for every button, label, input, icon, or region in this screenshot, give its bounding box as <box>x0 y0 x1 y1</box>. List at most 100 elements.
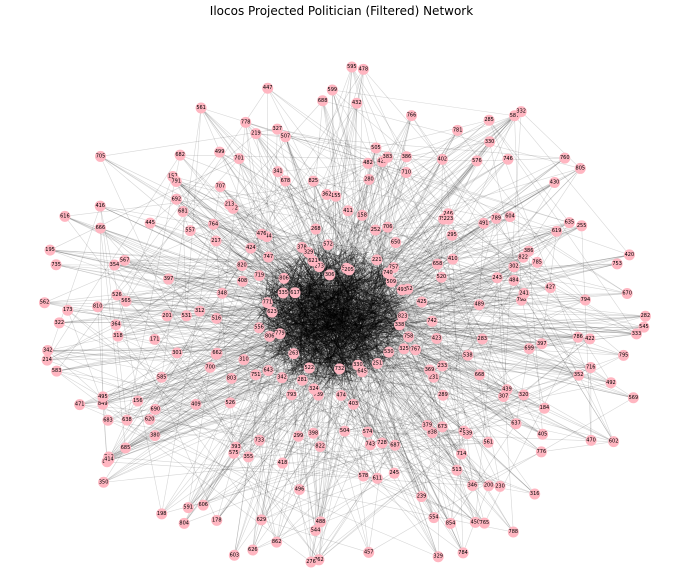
graph-node[interactable]: 282 <box>639 310 651 322</box>
graph-node[interactable]: 424 <box>245 242 257 254</box>
graph-node[interactable]: 806 <box>264 330 276 342</box>
graph-node[interactable]: 765 <box>478 517 490 529</box>
graph-node[interactable]: 310 <box>238 354 250 366</box>
graph-node[interactable]: 650 <box>390 237 402 249</box>
graph-node[interactable]: 732 <box>333 363 345 375</box>
graph-node[interactable]: 719 <box>253 270 265 282</box>
graph-node[interactable]: 522 <box>303 362 315 374</box>
graph-node[interactable]: 499 <box>214 146 226 158</box>
graph-node[interactable]: 591 <box>182 502 194 514</box>
graph-node[interactable]: 716 <box>585 362 597 374</box>
graph-node[interactable]: 638 <box>121 414 133 426</box>
graph-node[interactable]: 414 <box>103 454 115 466</box>
graph-node[interactable]: 230 <box>494 480 506 492</box>
graph-node[interactable]: 862 <box>271 536 283 548</box>
graph-node[interactable]: 252 <box>370 224 382 236</box>
graph-node[interactable]: 810 <box>92 301 104 313</box>
graph-node[interactable]: 658 <box>432 258 444 270</box>
graph-node[interactable]: 779 <box>274 328 286 340</box>
graph-node[interactable]: 635 <box>563 217 575 229</box>
graph-node[interactable]: 688 <box>317 95 329 107</box>
graph-node[interactable]: 556 <box>253 322 265 334</box>
graph-node[interactable]: 383 <box>381 151 393 163</box>
graph-node[interactable]: 184 <box>538 402 550 414</box>
graph-node[interactable]: 621 <box>307 255 319 267</box>
graph-node[interactable]: 793 <box>286 389 298 401</box>
graph-node[interactable]: 379 <box>421 419 433 431</box>
graph-node[interactable]: 301 <box>171 347 183 359</box>
graph-node[interactable]: 611 <box>371 472 383 484</box>
graph-node[interactable]: 492 <box>605 377 617 389</box>
graph-node[interactable]: 602 <box>608 436 620 448</box>
graph-node[interactable]: 822 <box>314 440 326 452</box>
graph-node[interactable]: 575 <box>228 447 240 459</box>
graph-node[interactable]: 299 <box>292 430 304 442</box>
graph-node[interactable]: 268 <box>310 223 322 235</box>
graph-node[interactable]: 354 <box>108 259 120 271</box>
graph-node[interactable]: 620 <box>144 414 156 426</box>
graph-node[interactable]: 341 <box>272 166 284 178</box>
graph-node[interactable]: 409 <box>190 398 202 410</box>
graph-node[interactable]: 338 <box>393 319 405 331</box>
graph-node[interactable]: 700 <box>204 361 216 373</box>
graph-node[interactable]: 578 <box>357 470 369 482</box>
graph-node[interactable]: 530 <box>383 346 395 358</box>
graph-node[interactable]: 767 <box>410 344 422 356</box>
graph-node[interactable]: 673 <box>436 421 448 433</box>
graph-node[interactable]: 476 <box>256 228 268 240</box>
graph-node[interactable]: 784 <box>457 547 469 559</box>
graph-node[interactable]: 733 <box>253 434 265 446</box>
graph-node[interactable]: 178 <box>211 514 223 526</box>
graph-node[interactable]: 322 <box>53 317 65 329</box>
graph-node[interactable]: 707 <box>214 180 226 192</box>
graph-node[interactable]: 617 <box>289 287 301 299</box>
graph-node[interactable]: 781 <box>452 124 464 136</box>
graph-node[interactable]: 158 <box>356 209 368 221</box>
graph-node[interactable]: 791 <box>170 175 182 187</box>
graph-node[interactable]: 332 <box>515 106 527 118</box>
graph-node[interactable]: 681 <box>177 206 189 218</box>
graph-node[interactable]: 156 <box>132 395 144 407</box>
graph-node[interactable]: 355 <box>242 451 254 463</box>
graph-node[interactable]: 318 <box>112 330 124 342</box>
graph-node[interactable]: 599 <box>326 84 338 96</box>
graph-node[interactable]: 205 <box>343 264 355 276</box>
graph-node[interactable]: 637 <box>510 418 522 430</box>
graph-node[interactable]: 747 <box>262 251 274 263</box>
graph-node[interactable]: 758 <box>403 331 415 343</box>
graph-node[interactable]: 606 <box>197 499 209 511</box>
graph-node[interactable]: 423 <box>431 332 443 344</box>
graph-node[interactable]: 195 <box>44 244 56 256</box>
graph-node[interactable]: 526 <box>111 289 123 301</box>
graph-node[interactable]: 352 <box>573 369 585 381</box>
graph-node[interactable]: 369 <box>424 364 436 376</box>
graph-node[interactable]: 526 <box>224 397 236 409</box>
graph-node[interactable]: 701 <box>233 153 245 165</box>
graph-node[interactable]: 572 <box>322 239 334 251</box>
graph-node[interactable]: 706 <box>382 221 394 233</box>
graph-node[interactable]: 214 <box>41 354 53 366</box>
graph-node[interactable]: 432 <box>351 97 363 109</box>
graph-node[interactable]: 690 <box>149 403 161 415</box>
graph-node[interactable]: 489 <box>473 299 485 311</box>
graph-node[interactable]: 402 <box>436 153 448 165</box>
graph-node[interactable]: 505 <box>370 142 382 154</box>
graph-node[interactable]: 496 <box>294 483 306 495</box>
graph-node[interactable]: 201 <box>161 310 173 322</box>
graph-node[interactable]: 778 <box>240 116 252 128</box>
graph-node[interactable]: 743 <box>364 439 376 451</box>
graph-node[interactable]: 241 <box>518 287 530 299</box>
graph-node[interactable]: 854 <box>445 517 457 529</box>
graph-node[interactable]: 666 <box>94 222 106 234</box>
graph-node[interactable]: 789 <box>490 212 502 224</box>
graph-node[interactable]: 740 <box>382 267 394 279</box>
graph-node[interactable]: 307 <box>497 390 509 402</box>
graph-node[interactable]: 173 <box>62 304 74 316</box>
graph-node[interactable]: 350 <box>98 476 110 488</box>
graph-node[interactable]: 155 <box>330 190 342 202</box>
graph-node[interactable]: 325 <box>398 343 410 355</box>
graph-node[interactable]: 742 <box>426 315 438 327</box>
graph-node[interactable]: 316 <box>529 488 541 500</box>
graph-node[interactable]: 626 <box>247 544 259 556</box>
graph-node[interactable]: 422 <box>584 333 596 345</box>
